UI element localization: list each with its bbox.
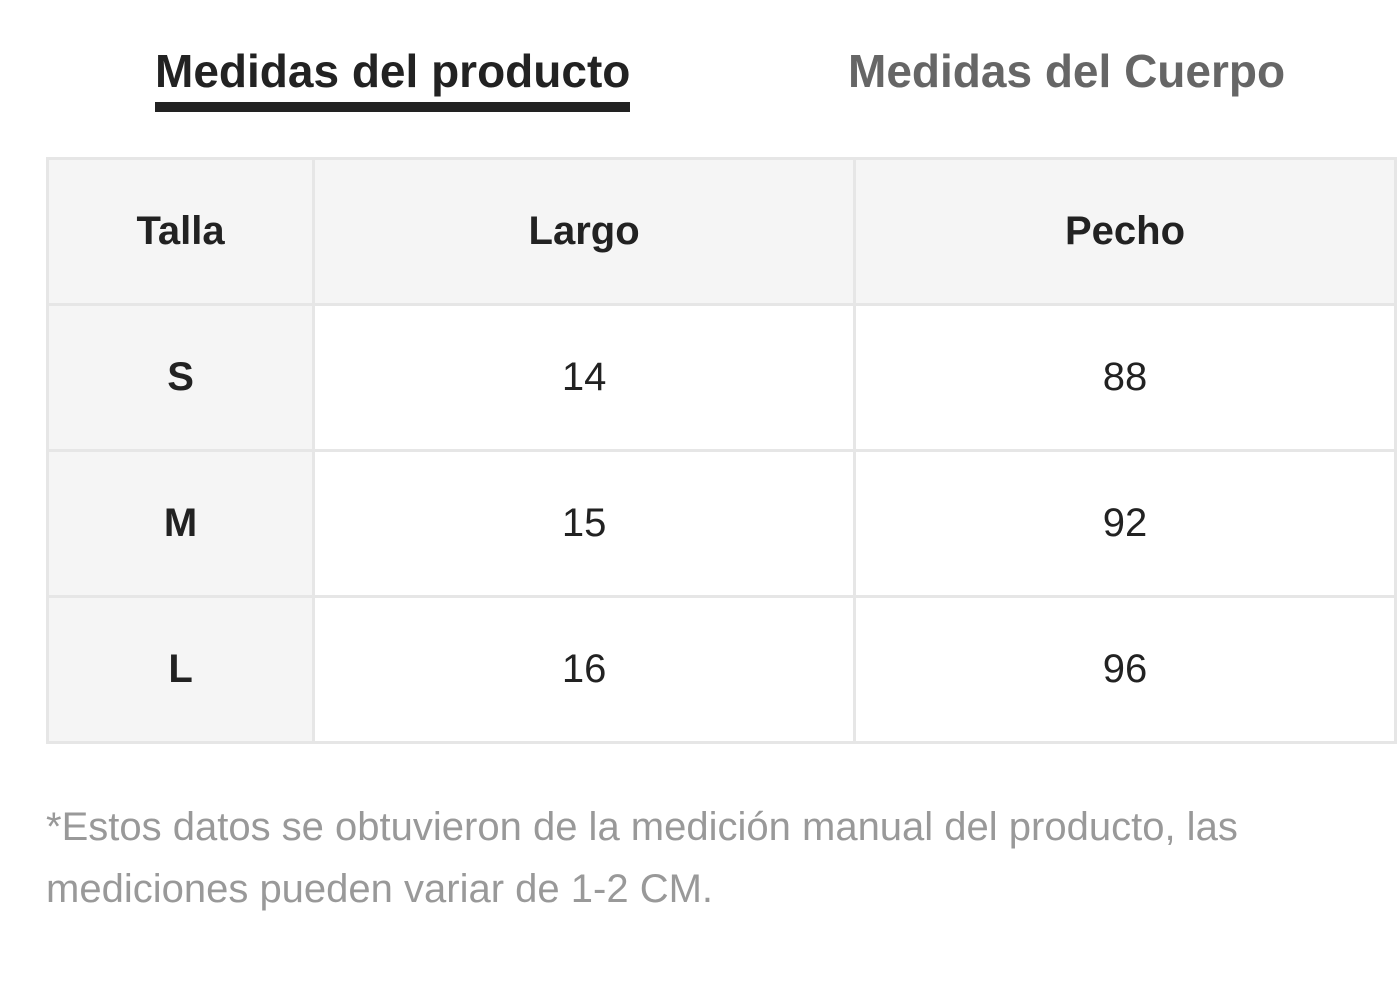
header-row: Talla Largo Pecho: [45, 157, 1397, 306]
cell: M: [45, 449, 316, 598]
cell: 96: [853, 595, 1397, 744]
row: M 15 92: [45, 449, 1397, 598]
tab-active[interactable]: Medidas del producto: [155, 45, 631, 112]
cell: 88: [853, 303, 1397, 452]
cell: 14: [312, 303, 857, 452]
row: S 14 88: [45, 303, 1397, 452]
cell: Talla: [45, 157, 316, 306]
cell: S: [45, 303, 316, 452]
cell: Pecho: [853, 157, 1397, 306]
cell: 15: [312, 449, 857, 598]
cell: 16: [312, 595, 857, 744]
cell: L: [45, 595, 316, 744]
cell: Largo: [312, 157, 857, 306]
note: *Estos datos se obtuvieron de la medició…: [46, 805, 1238, 911]
size-table: Talla Largo Pecho S 14 88 M 15 92 L 16 96: [45, 157, 1397, 744]
tab[interactable]: Medidas del Cuerpo: [848, 45, 1286, 97]
row: L 16 96: [45, 595, 1397, 744]
cell: 92: [853, 449, 1397, 598]
